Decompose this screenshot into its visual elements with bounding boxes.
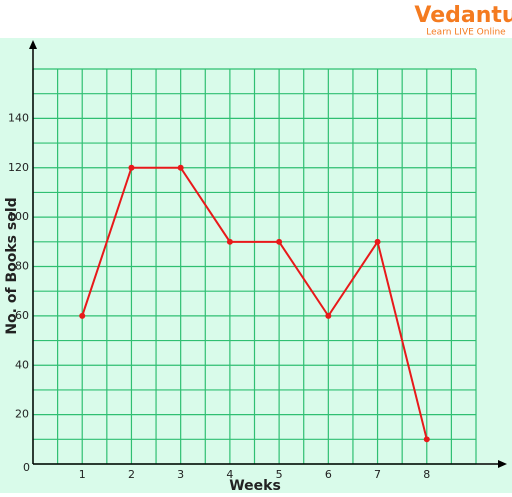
brand-tagline: Learn LIVE Online [426,28,506,38]
x-tick-label: 3 [177,468,184,481]
y-tick-label: 20 [15,408,29,421]
point [226,238,233,245]
y-tick-label: 120 [8,161,29,174]
y-tick-label: 60 [15,309,29,322]
y-tick-label: 80 [15,260,29,273]
point [423,436,430,443]
y-axis-label: No. of Books sold [4,197,20,334]
point [276,238,283,245]
x-tick-label: 6 [325,468,332,481]
point [79,312,86,319]
x-tick-label: 5 [276,468,283,481]
line [81,166,428,440]
x-axis-arrow [498,460,507,468]
x-axis-label: Weeks [229,478,281,493]
x-tick-label: 7 [374,468,381,481]
point [325,312,332,319]
x-tick-label: 8 [423,468,430,481]
x-tick-label: 1 [79,468,86,481]
x-tick-label: 2 [128,468,135,481]
y-tick-label: 140 [8,111,29,124]
brand-logo: Vedantu [414,3,512,28]
y-tick-label: 100 [8,210,29,223]
plot-background [0,38,512,493]
y-tick-label: 40 [15,358,29,371]
point [128,164,135,171]
point [374,238,381,245]
x-tick-label: 4 [226,468,233,481]
point [177,164,184,171]
y-tick-label: 0 [23,461,30,474]
y-axis-arrow [29,40,37,49]
header-band [0,0,512,38]
